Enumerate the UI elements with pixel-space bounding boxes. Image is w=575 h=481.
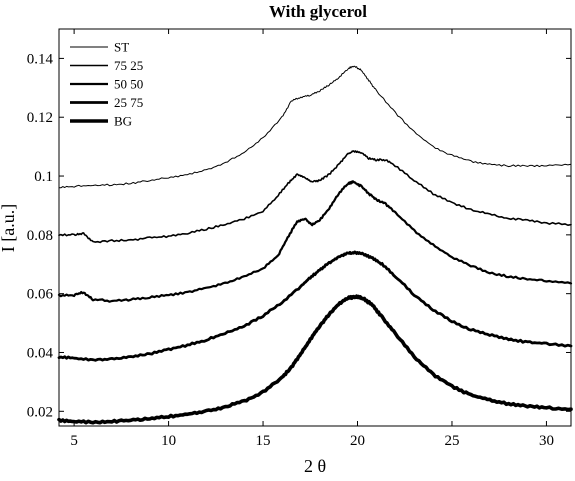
y-tick-label: 0.02	[27, 404, 53, 420]
x-tick-label: 15	[256, 433, 271, 449]
y-tick-label: 0.12	[27, 110, 53, 126]
y-tick-label: 0.06	[27, 287, 54, 303]
legend: ST 75 25 50 50 25 75 BG	[70, 40, 143, 129]
y-tick-label: 0.04	[27, 345, 54, 361]
series-line-3	[57, 180, 573, 303]
y-axis-ticks: 0.02 0.04 0.06 0.08 0.1 0.12 0.14	[27, 51, 571, 420]
x-tick-label: 30	[539, 433, 554, 449]
series-line-2	[58, 150, 572, 244]
legend-label: 25 75	[114, 95, 143, 110]
legend-label: ST	[114, 40, 129, 55]
y-tick-label: 0.14	[27, 51, 54, 67]
series-line-5	[57, 294, 573, 425]
y-tick-label: 0.08	[27, 228, 53, 244]
legend-label: 50 50	[114, 77, 143, 92]
x-tick-label: 5	[70, 433, 78, 449]
legend-label: BG	[114, 114, 132, 129]
y-tick-label: 0.1	[34, 169, 53, 185]
series-layer	[57, 65, 573, 425]
x-axis-label: 2 θ	[304, 456, 326, 476]
y-axis-label: I [a.u.]	[0, 204, 18, 252]
x-tick-label: 20	[350, 433, 365, 449]
chart-title: With glycerol	[269, 2, 367, 21]
legend-label: 75 25	[114, 58, 143, 73]
x-tick-label: 25	[444, 433, 459, 449]
series-line-1	[58, 65, 572, 189]
series-line-4	[57, 250, 573, 362]
x-tick-label: 10	[161, 433, 176, 449]
x-axis-ticks: 5 10 15 20 25 30	[70, 29, 554, 449]
plot-frame	[58, 28, 572, 427]
